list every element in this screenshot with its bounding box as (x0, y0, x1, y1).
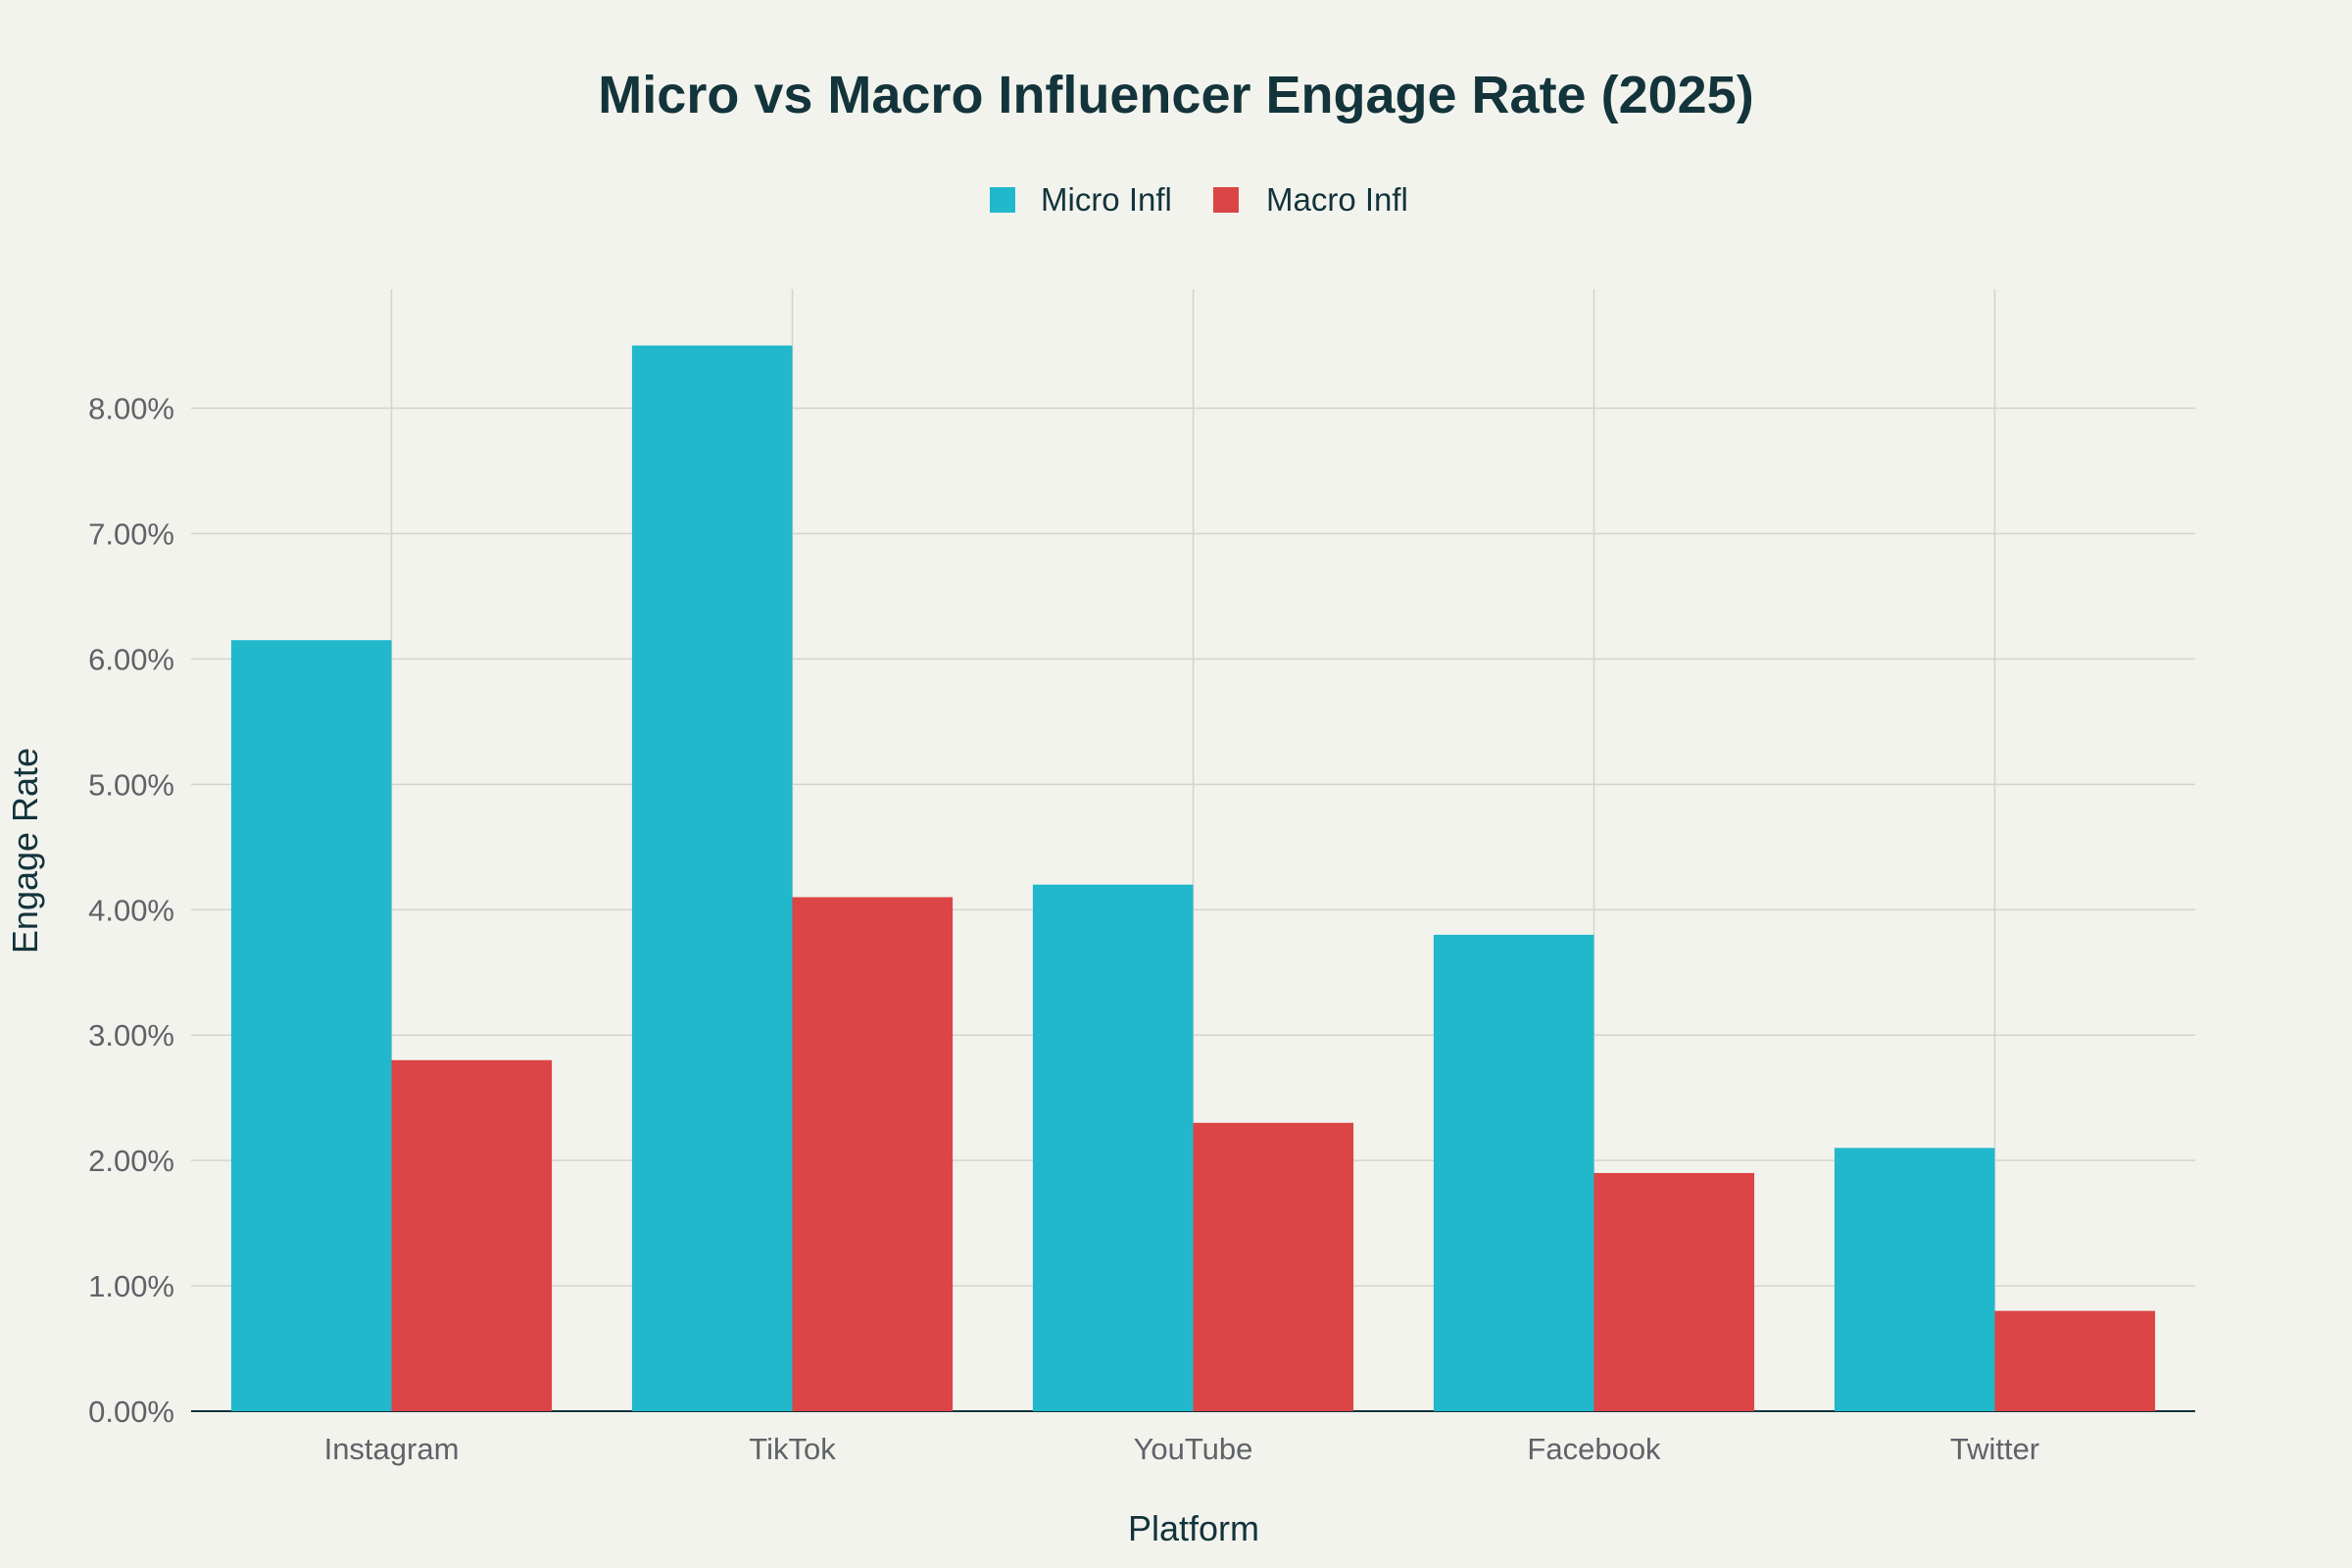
y-tick-label: 1.00% (88, 1269, 174, 1303)
bar-micro-youtube (1032, 884, 1194, 1411)
x-tick-label-facebook: Facebook (1527, 1432, 1661, 1466)
y-axis-ticks: 0.00% 1.00% 2.00% 3.00% 4.00% 5.00% 6.00% 7.00%… (88, 392, 174, 1429)
y-tick-label: 6.00% (88, 642, 174, 676)
bar-micro-twitter (1834, 1148, 1995, 1411)
x-axis-ticks: Instagram TikTok YouTube Facebook Twitter (324, 1432, 2040, 1466)
legend-label-macro: Macro Infl (1266, 181, 1408, 218)
y-tick-label: 0.00% (88, 1395, 174, 1429)
bar-macro-instagram (391, 1059, 553, 1411)
y-tick-label: 4.00% (88, 893, 174, 927)
bar-micro-facebook (1433, 934, 1594, 1411)
y-tick-label: 5.00% (88, 767, 174, 802)
legend-swatch-micro (990, 187, 1015, 213)
x-tick-label-twitter: Twitter (1950, 1432, 2039, 1466)
legend: Micro Infl Macro Infl (990, 181, 1408, 218)
bar-macro-youtube (1193, 1122, 1354, 1411)
y-tick-label: 8.00% (88, 392, 174, 426)
bars (230, 345, 2156, 1411)
x-tick-label-tiktok: TikTok (749, 1432, 836, 1466)
chart-title: Micro vs Macro Influencer Engage Rate (2… (598, 66, 1753, 124)
y-tick-label: 7.00% (88, 516, 174, 551)
x-tick-label-instagram: Instagram (324, 1432, 460, 1466)
x-axis-title: Platform (1128, 1508, 1259, 1548)
bar-macro-tiktok (792, 897, 954, 1411)
y-axis-title: Engage Rate (5, 748, 45, 954)
bar-micro-instagram (230, 640, 392, 1411)
x-tick-label-youtube: YouTube (1134, 1432, 1253, 1466)
y-tick-label: 2.00% (88, 1144, 174, 1178)
bar-macro-twitter (1994, 1310, 2156, 1411)
bar-micro-tiktok (631, 345, 793, 1411)
legend-label-micro: Micro Infl (1041, 181, 1172, 218)
bar-macro-facebook (1593, 1172, 1755, 1411)
y-tick-label: 3.00% (88, 1018, 174, 1053)
legend-swatch-macro (1213, 187, 1239, 213)
